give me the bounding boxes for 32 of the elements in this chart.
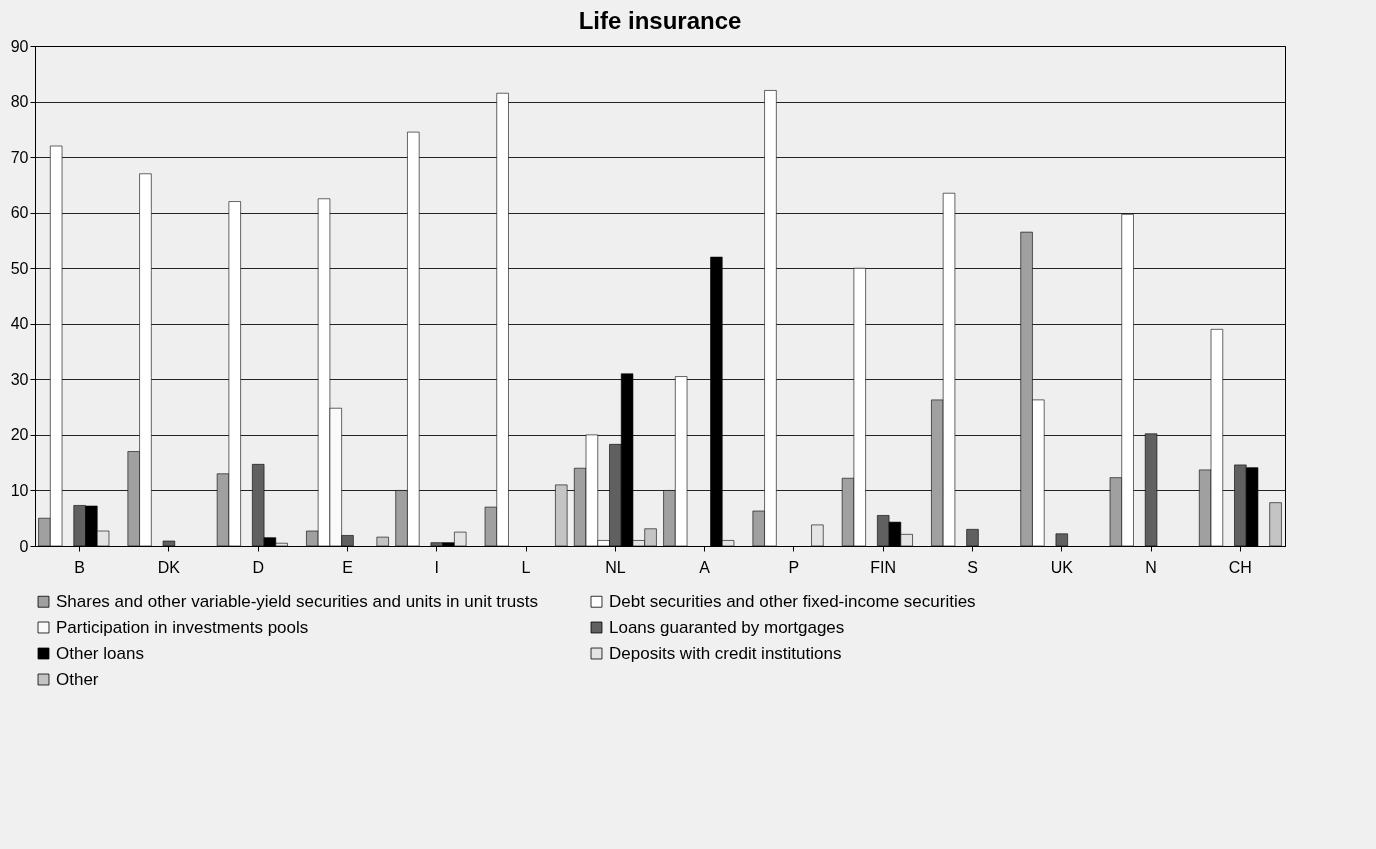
x-tick-label: P — [788, 558, 800, 576]
chart-title: Life insurance — [578, 7, 742, 34]
x-tick-label: L — [521, 558, 531, 576]
x-tick-label: UK — [1050, 558, 1074, 576]
x-tick-label: NL — [605, 558, 626, 576]
legend-label: Deposits with credit institutions — [609, 643, 842, 663]
y-tick-label: 30 — [10, 370, 29, 388]
y-tick-label: 80 — [10, 93, 29, 111]
legend-label: Other loans — [56, 643, 144, 663]
y-tick-label: 40 — [10, 315, 29, 333]
x-tick-label: A — [699, 558, 711, 576]
x-tick-label: B — [74, 558, 85, 576]
y-tick-label: 20 — [10, 426, 29, 444]
y-tick-label: 10 — [10, 481, 29, 499]
x-tick-label: CH — [1228, 558, 1252, 576]
x-tick-label: E — [342, 558, 353, 576]
y-tick-label: 50 — [10, 259, 29, 277]
legend-label: Participation in investments pools — [56, 617, 309, 637]
x-tick-label: FIN — [870, 558, 897, 576]
y-tick-label: 70 — [10, 148, 29, 166]
y-tick-label: 60 — [10, 204, 29, 222]
legend-label: Debt securities and other fixed-income securities — [609, 591, 976, 611]
x-tick-label: D — [252, 558, 264, 576]
x-tick-label: S — [967, 558, 978, 576]
y-tick-label: 90 — [10, 37, 29, 55]
legend-label: Shares and other variable-yield securities and units in unit trusts — [56, 591, 538, 611]
legend-label: Loans guaranted by mortgages — [609, 617, 845, 637]
x-tick-label: I — [434, 558, 440, 576]
x-tick-label: N — [1145, 558, 1157, 576]
legend-label: Other — [56, 669, 99, 689]
x-tick-label: DK — [157, 558, 181, 576]
y-tick-label: 0 — [19, 537, 29, 555]
